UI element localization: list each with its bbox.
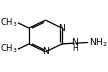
Text: N: N	[42, 47, 49, 56]
Text: N: N	[59, 24, 65, 33]
Text: CH$_3$: CH$_3$	[0, 17, 18, 29]
Text: H: H	[72, 44, 78, 53]
Text: CH$_3$: CH$_3$	[0, 43, 18, 55]
Text: N: N	[72, 38, 78, 47]
Text: NH$_2$: NH$_2$	[89, 36, 107, 49]
